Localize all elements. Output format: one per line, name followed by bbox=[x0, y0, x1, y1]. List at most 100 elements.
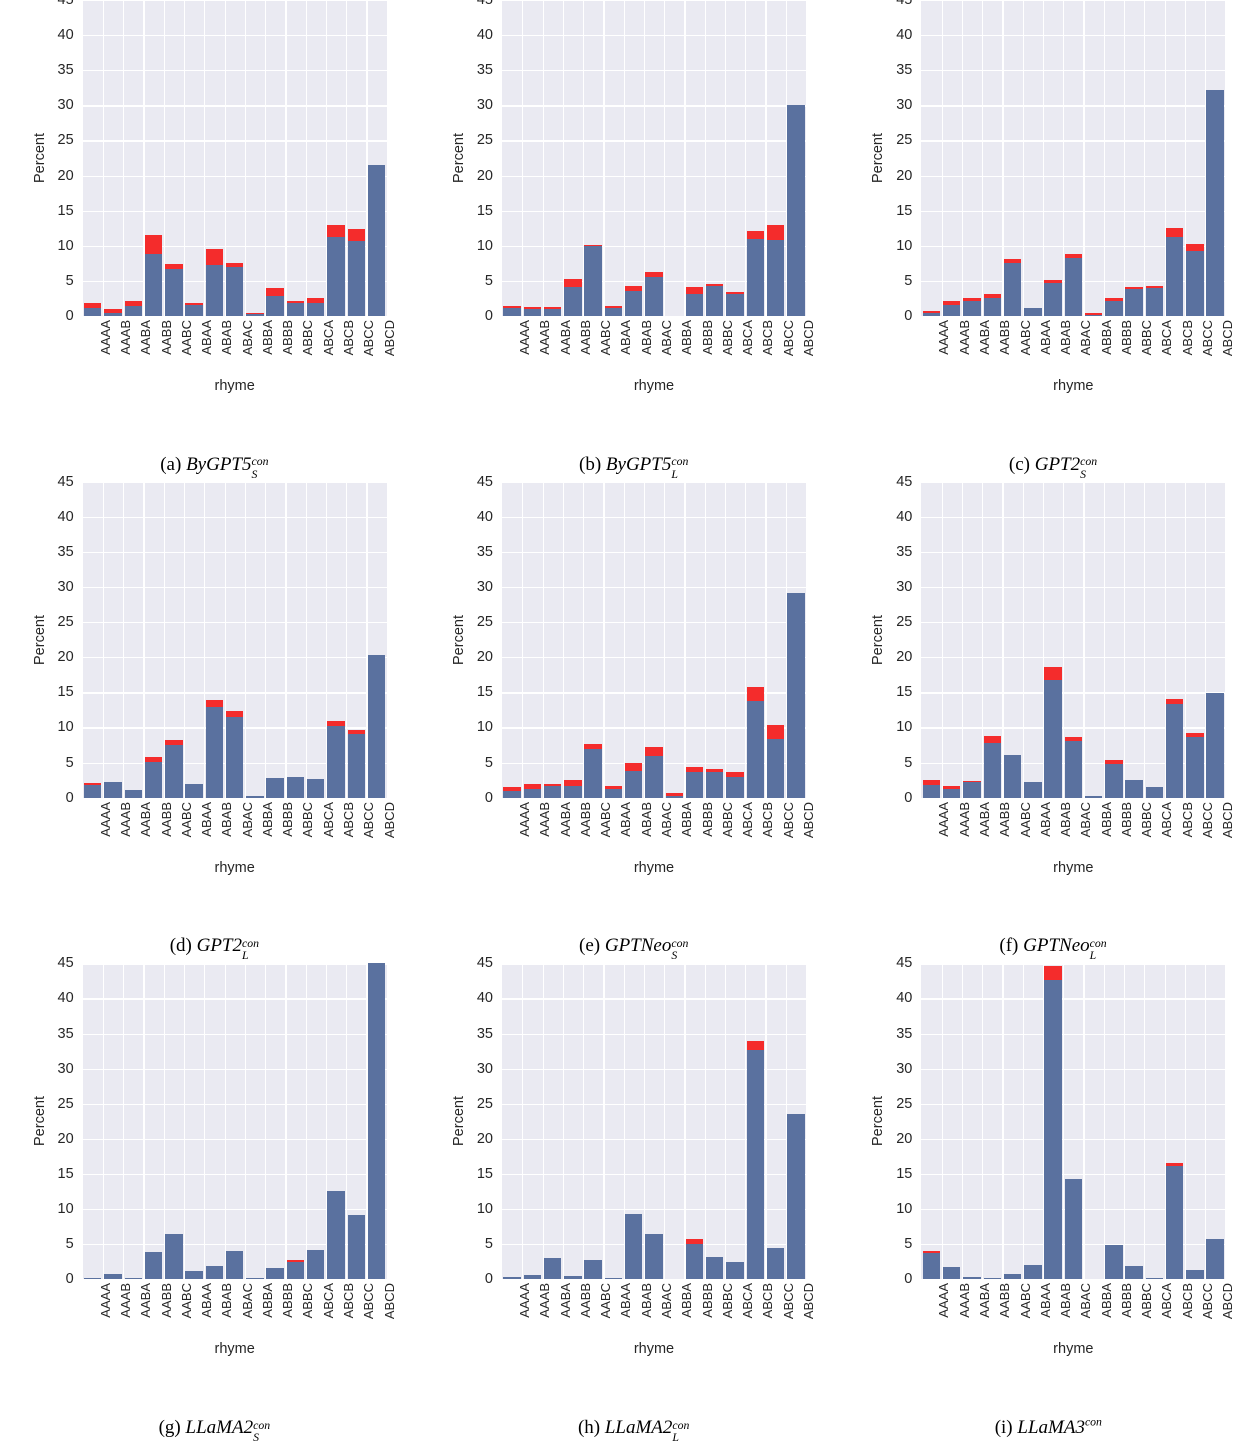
bar-aabb bbox=[983, 735, 1001, 798]
x-axis-tick-label: ABCA bbox=[740, 801, 756, 838]
horizontal-gridline bbox=[921, 35, 1226, 37]
bar-abac bbox=[225, 263, 244, 316]
y-axis-tick-label: 45 bbox=[57, 473, 74, 490]
x-axis-tick-label: AABA bbox=[976, 1283, 992, 1319]
y-axis-label-text: Percent bbox=[870, 1096, 887, 1147]
vertical-gridline bbox=[623, 963, 625, 1280]
subplot-panel-d: Percent 0 5 10 15 20 25 30 35 40 45 AAAA AAAB AABA AAB… bbox=[0, 474, 419, 964]
bar-segment-primary bbox=[963, 782, 981, 798]
vertical-gridline bbox=[1083, 963, 1085, 1280]
y-axis-tick-label: 30 bbox=[57, 1060, 74, 1077]
horizontal-gridline bbox=[921, 963, 1226, 965]
horizontal-gridline bbox=[921, 622, 1226, 624]
vertical-gridline bbox=[522, 481, 524, 798]
y-axis-tick-label: 15 bbox=[57, 202, 74, 219]
x-axis-tick-label: AABC bbox=[1017, 320, 1033, 356]
y-axis-label: Percent bbox=[31, 482, 49, 798]
x-axis-ticks: AAAA AAAB AABA AABB AABC ABAA ABAB ABAC ABBA ABBB… bbox=[502, 800, 816, 858]
horizontal-gridline bbox=[921, 586, 1226, 589]
bar-segment-primary bbox=[144, 1251, 163, 1280]
bar-segment-secondary bbox=[922, 1251, 941, 1254]
plot-area: Percent 0 5 10 15 20 25 30 35 40 45 AAAA AAAB AABA AAB… bbox=[451, 955, 816, 1357]
x-axis-tick-label: AABC bbox=[178, 1283, 194, 1319]
bars-container bbox=[502, 0, 806, 316]
vertical-gridline bbox=[1083, 481, 1085, 798]
bar-segment-secondary bbox=[1125, 287, 1143, 290]
y-axis-tick-label: 20 bbox=[476, 649, 493, 666]
y-axis-tick-label: 5 bbox=[484, 272, 493, 289]
caption-index: (e) bbox=[579, 935, 601, 957]
y-axis-tick-label: 35 bbox=[896, 543, 913, 560]
x-axis-tick-label: ABBB bbox=[699, 1283, 715, 1319]
bar-abbb bbox=[1105, 298, 1123, 316]
bar-segment-primary bbox=[1105, 1244, 1123, 1280]
bar-aaab bbox=[104, 309, 122, 316]
x-axis-tick-label: AABA bbox=[557, 320, 573, 355]
y-axis-tick-label: 40 bbox=[57, 990, 74, 1007]
caption-superscript: con bbox=[1084, 1415, 1102, 1429]
vertical-gridline bbox=[1042, 0, 1045, 316]
vertical-gridline bbox=[1022, 481, 1024, 798]
bar-segment-primary bbox=[584, 246, 602, 316]
horizontal-gridline bbox=[82, 998, 387, 1000]
bar-segment-secondary bbox=[1165, 1163, 1184, 1167]
bar-segment-secondary bbox=[1165, 699, 1184, 704]
x-axis-ticks: AAAA AAAB AABA AABB AABC ABAA ABAB ABAC ABBA ABBB… bbox=[502, 318, 816, 376]
x-axis-tick-label: ABAB bbox=[638, 1283, 654, 1319]
bar-segment-secondary bbox=[645, 272, 663, 277]
bar-segment-secondary bbox=[943, 786, 961, 789]
y-axis-label-text: Percent bbox=[450, 614, 467, 665]
y-axis-tick-label: 10 bbox=[476, 719, 493, 736]
caption-index: (g) bbox=[158, 1416, 181, 1438]
bar-segment-primary bbox=[1125, 1266, 1143, 1280]
bar-segment-primary bbox=[645, 276, 663, 316]
bar-segment-secondary bbox=[746, 1041, 765, 1050]
caption-index: (c) bbox=[1008, 453, 1030, 475]
y-axis-tick-label: 10 bbox=[896, 719, 913, 736]
y-axis-tick-label: 45 bbox=[57, 955, 74, 972]
bar-segment-secondary bbox=[246, 312, 264, 315]
vertical-gridline bbox=[664, 481, 666, 798]
plot-area: Percent 0 5 10 15 20 25 30 35 40 45 AAAA AAAB AABA AAB… bbox=[32, 955, 397, 1357]
x-axis-tick-label: ABCC bbox=[780, 320, 796, 357]
y-axis-ticks: 0 5 10 15 20 25 30 35 40 45 bbox=[51, 0, 79, 324]
x-axis-tick-label: ABCB bbox=[340, 320, 356, 356]
x-axis-tick-label: ABCD bbox=[381, 320, 397, 357]
horizontal-gridline bbox=[82, 105, 387, 107]
vertical-gridline bbox=[704, 0, 706, 316]
bar-abca bbox=[726, 1261, 744, 1280]
vertical-gridline bbox=[1063, 481, 1065, 798]
vertical-gridline bbox=[102, 963, 105, 1280]
bars-container bbox=[921, 0, 1225, 316]
y-axis-ticks: 0 5 10 15 20 25 30 35 40 45 bbox=[51, 955, 79, 1287]
vertical-gridline bbox=[603, 963, 605, 1280]
y-axis-label: Percent bbox=[450, 0, 468, 316]
bar-segment-primary bbox=[286, 302, 305, 316]
vertical-gridline bbox=[1002, 481, 1004, 798]
y-axis-tick-label: 15 bbox=[896, 202, 913, 219]
vertical-gridline bbox=[785, 963, 787, 1280]
caption-model-name: LLaMA2 bbox=[185, 1416, 254, 1438]
bar-segment-primary bbox=[1024, 1265, 1042, 1280]
bar-segment-secondary bbox=[766, 225, 785, 241]
caption-model-name: GPTNeo bbox=[1023, 935, 1090, 957]
bar-abbb bbox=[685, 1239, 704, 1280]
y-axis-tick-label: 30 bbox=[476, 1060, 493, 1077]
vertical-gridline bbox=[265, 481, 267, 798]
bar-aaaa bbox=[922, 1251, 941, 1280]
vertical-gridline bbox=[325, 0, 328, 316]
vertical-gridline bbox=[325, 481, 328, 798]
vertical-gridline bbox=[1042, 481, 1045, 798]
axes-region bbox=[501, 0, 806, 318]
bar-abbc bbox=[1125, 1266, 1143, 1280]
bar-abab bbox=[205, 700, 224, 798]
bar-segment-primary bbox=[787, 1114, 805, 1280]
bar-abcd bbox=[367, 655, 386, 798]
bar-segment-primary bbox=[327, 1190, 345, 1280]
bar-segment-secondary bbox=[983, 735, 1001, 743]
x-axis-ticks: AAAA AAAB AABA AABB AABC ABAA ABAB ABAC ABBA ABBB… bbox=[921, 1281, 1235, 1339]
bar-abaa bbox=[604, 1277, 623, 1280]
x-axis-tick-label: ABCA bbox=[1159, 320, 1175, 356]
bar-segment-secondary bbox=[922, 310, 941, 313]
horizontal-gridline bbox=[921, 0, 1226, 2]
